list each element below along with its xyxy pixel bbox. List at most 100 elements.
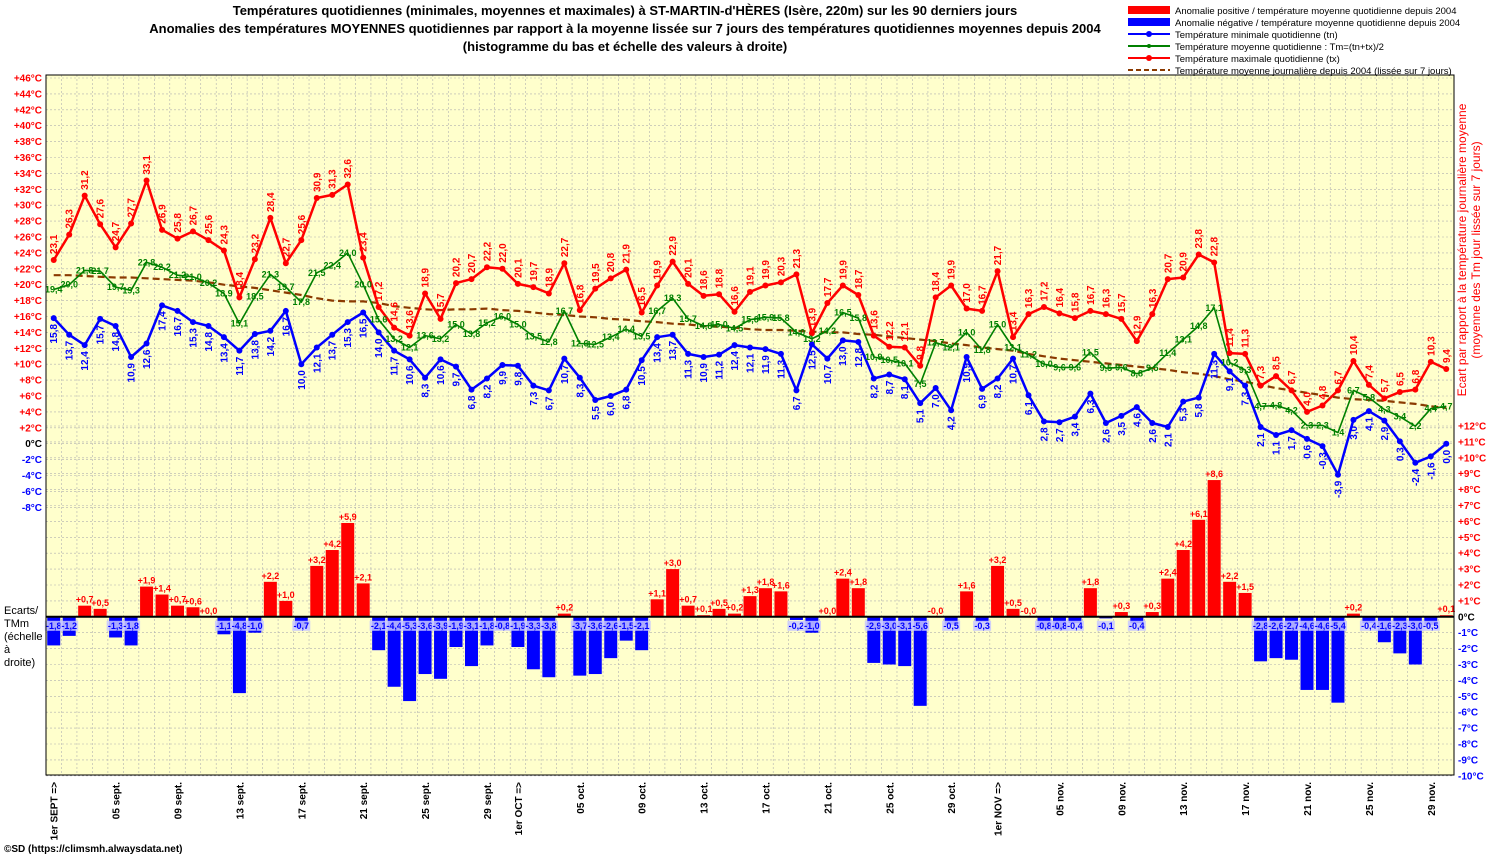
anomaly-label-bg bbox=[122, 620, 141, 631]
anomaly-label: +1,0 bbox=[277, 590, 295, 600]
anomaly-label-bg bbox=[385, 620, 404, 631]
tn-point bbox=[1226, 368, 1233, 375]
tx-label: 27,7 bbox=[127, 198, 138, 218]
tn-point bbox=[1319, 443, 1326, 450]
tx-label: 18,9 bbox=[544, 268, 555, 288]
tx-point bbox=[128, 220, 135, 227]
anomaly-label-group: -2,8 bbox=[1251, 620, 1270, 631]
credit-text: ©SD (https://climsmh.alwaysdata.net) bbox=[4, 844, 183, 855]
tx-label: 18,7 bbox=[854, 269, 865, 289]
tx-point bbox=[1010, 334, 1017, 341]
tn-point bbox=[1396, 438, 1403, 445]
tm-label: 10,9 bbox=[865, 352, 883, 362]
left-axis-tick-label: -6°C bbox=[22, 487, 42, 498]
left-axis-tick-label: +28°C bbox=[14, 217, 42, 228]
tm-label: 7,5 bbox=[914, 379, 927, 389]
anomaly-label-bg bbox=[539, 620, 558, 631]
tn-label: -1,6 bbox=[1426, 462, 1437, 480]
tn-label: 12,1 bbox=[746, 353, 757, 373]
anomaly-label-group: -5,4 bbox=[1328, 620, 1347, 631]
tn-label: 14,8 bbox=[204, 332, 215, 352]
tm-label: 8,8 bbox=[1131, 369, 1144, 379]
tn-label: 6,9 bbox=[978, 394, 989, 408]
tn-point bbox=[81, 342, 88, 349]
x-axis-tick-label: 29 nov. bbox=[1427, 782, 1438, 816]
anomaly-label-group: -1,1 bbox=[214, 620, 233, 631]
tm-label: 12,1 bbox=[942, 343, 960, 353]
anomaly-bar bbox=[140, 586, 154, 617]
chart-title: Températures quotidiennes (minimales, mo… bbox=[233, 3, 1018, 18]
anomaly-label: -2,6 bbox=[1268, 621, 1284, 631]
tn-point bbox=[963, 354, 970, 361]
tn-label: -3,9 bbox=[1334, 480, 1345, 498]
tm-label: 12,5 bbox=[587, 339, 605, 349]
anomaly-bar bbox=[1130, 616, 1144, 624]
anomaly-label-bg bbox=[431, 620, 450, 631]
tx-point bbox=[1025, 311, 1032, 318]
tn-point bbox=[406, 356, 413, 363]
tx-point bbox=[963, 305, 970, 312]
tn-point bbox=[747, 344, 753, 351]
tn-point bbox=[344, 319, 351, 326]
anomaly-label: +2,1 bbox=[354, 572, 372, 582]
tx-point bbox=[808, 330, 815, 337]
tn-label: 10,0 bbox=[297, 370, 308, 390]
anomaly-label: -0,7 bbox=[294, 621, 310, 631]
tn-point bbox=[1118, 412, 1125, 419]
tn-label: 14,0 bbox=[374, 338, 385, 358]
anomaly-label-group: -3,8 bbox=[539, 620, 558, 631]
tm-label: 14,8 bbox=[695, 321, 713, 331]
tn-label: 2,8 bbox=[1040, 427, 1051, 441]
tm-label: 21,2 bbox=[169, 270, 187, 280]
tx-point bbox=[406, 332, 413, 339]
tx-label: 15,7 bbox=[1117, 293, 1128, 313]
tx-point bbox=[1040, 303, 1047, 310]
tx-point bbox=[669, 258, 676, 265]
anomaly-label-group: -0,1 bbox=[1096, 620, 1115, 631]
tm-label: 19,3 bbox=[122, 285, 140, 295]
tx-point bbox=[1257, 382, 1264, 389]
anomaly-label: -1,3 bbox=[108, 621, 124, 631]
anomaly-label-group: -0,3 bbox=[973, 620, 992, 631]
anomaly-bar bbox=[836, 578, 850, 617]
tx-point bbox=[870, 332, 877, 339]
anomaly-label: -0,3 bbox=[974, 621, 990, 631]
x-axis-tick-label: 09 oct. bbox=[638, 782, 649, 814]
tn-label: 12,4 bbox=[730, 351, 741, 371]
anomaly-label: -5,6 bbox=[912, 621, 928, 631]
tn-point bbox=[731, 342, 738, 349]
tx-label: 13,6 bbox=[869, 310, 880, 330]
tx-point bbox=[1273, 373, 1280, 380]
anomaly-label: -2,6 bbox=[603, 621, 619, 631]
anomaly-label: -1,0 bbox=[804, 621, 820, 631]
tx-label: 16,4 bbox=[1055, 287, 1066, 307]
anomaly-label-bg bbox=[1034, 620, 1053, 631]
histogram-axis-label: à bbox=[4, 644, 11, 656]
tn-label: 13,4 bbox=[219, 343, 230, 363]
tm-label: 10,2 bbox=[1221, 358, 1239, 368]
value-labels: -1,8 -1,2+0,7+0,5-1,3 -1,8+1,9+1,4+0,7+0,6… bbox=[44, 155, 1455, 631]
tx-label: 6,7 bbox=[1334, 370, 1345, 384]
tx-label: 21,9 bbox=[622, 244, 633, 264]
anomaly-label: +1,1 bbox=[648, 588, 666, 598]
anomaly-label: -2,8 bbox=[1253, 621, 1269, 631]
tm-label: 14,2 bbox=[819, 326, 837, 336]
tn-label: 7,0 bbox=[931, 394, 942, 408]
anomaly-label-group: -0,2 bbox=[787, 620, 806, 631]
anomaly-bar bbox=[1145, 612, 1159, 617]
tn-label: 13,7 bbox=[328, 340, 339, 360]
tx-label: 17,2 bbox=[374, 281, 385, 301]
anomaly-label-bg bbox=[880, 620, 899, 631]
tx-label: 7,4 bbox=[1364, 365, 1375, 379]
tn-point bbox=[1273, 431, 1280, 438]
anomaly-label: +0,1 bbox=[695, 604, 713, 614]
anomaly-label-group: -3,1 bbox=[462, 620, 481, 631]
left-axis-tick-label: +10°C bbox=[14, 360, 42, 371]
tx-label: 11,4 bbox=[1225, 328, 1236, 347]
tn-point bbox=[1412, 459, 1419, 466]
tx-point bbox=[514, 280, 521, 287]
tn-point bbox=[607, 393, 614, 399]
anomaly-bar bbox=[743, 596, 757, 617]
anomaly-bar bbox=[681, 605, 695, 617]
anomaly-label: +1,4 bbox=[153, 584, 171, 594]
